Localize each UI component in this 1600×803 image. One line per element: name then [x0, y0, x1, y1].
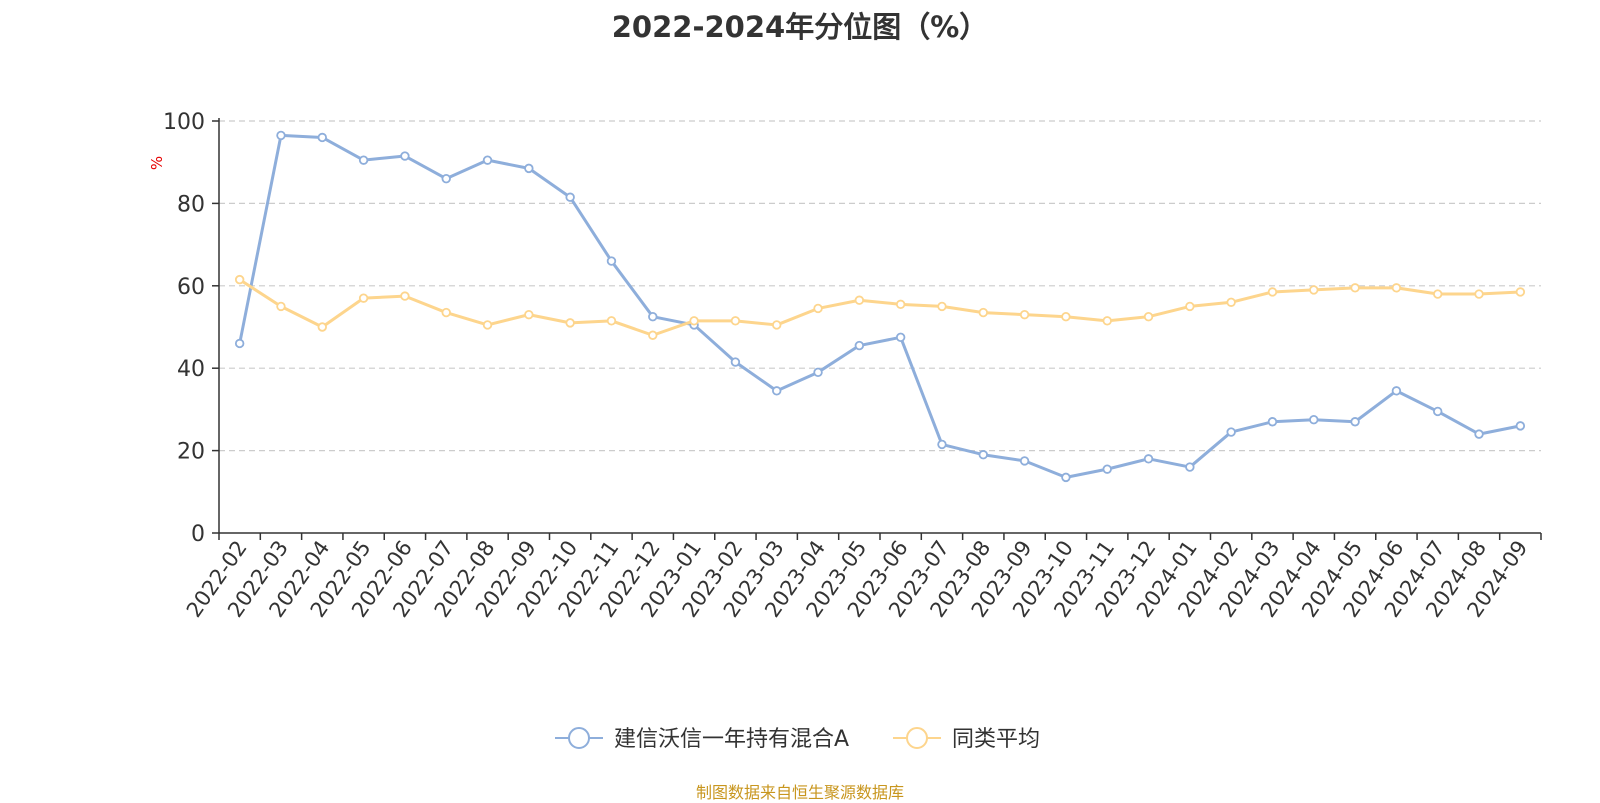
data-point-series-0[interactable]: [1309, 415, 1319, 425]
data-point-series-0[interactable]: [1391, 386, 1402, 396]
data-point-series-0[interactable]: [1185, 462, 1195, 472]
series-line-0: [238, 133, 1521, 479]
data-point-series-1[interactable]: [606, 316, 617, 326]
y-tick-label: 100: [163, 110, 205, 135]
data-point-series-1[interactable]: [358, 293, 369, 303]
data-point-series-0[interactable]: [1267, 417, 1278, 427]
data-point-series-0[interactable]: [1102, 464, 1112, 474]
data-point-series-1[interactable]: [937, 301, 947, 312]
data-point-series-0[interactable]: [482, 155, 493, 165]
data-point-series-1[interactable]: [1226, 297, 1236, 307]
data-point-series-1[interactable]: [400, 291, 410, 301]
data-point-series-1[interactable]: [276, 301, 286, 312]
data-point-series-1[interactable]: [317, 322, 327, 332]
data-point-series-0[interactable]: [1061, 472, 1071, 483]
y-tick-label: 20: [177, 440, 205, 465]
data-point-series-0[interactable]: [730, 357, 741, 367]
data-point-series-0[interactable]: [1350, 417, 1360, 427]
data-point-series-1[interactable]: [813, 303, 823, 314]
legend[interactable]: 建信沃信一年持有混合A 同类平均: [555, 727, 1040, 752]
data-point-series-1[interactable]: [524, 309, 534, 320]
data-point-series-1[interactable]: [978, 307, 988, 318]
y-tick-label: 0: [191, 522, 205, 547]
data-point-series-1[interactable]: [1350, 283, 1360, 293]
y-axis-label: %: [148, 156, 166, 170]
data-point-series-0[interactable]: [565, 192, 575, 202]
data-point-series-0[interactable]: [358, 155, 369, 165]
data-point-series-0[interactable]: [895, 332, 906, 342]
chart-title: 2022-2024年分位图（%）: [611, 10, 989, 44]
data-point-series-1[interactable]: [1185, 301, 1195, 312]
data-point-series-0[interactable]: [772, 386, 782, 396]
y-tick-label: 40: [177, 357, 205, 382]
data-point-series-1[interactable]: [895, 299, 906, 310]
data-point-series-1[interactable]: [1309, 285, 1319, 295]
data-point-series-1[interactable]: [1061, 312, 1071, 322]
data-point-series-1[interactable]: [689, 316, 699, 326]
data-point-series-0[interactable]: [1226, 427, 1236, 437]
axis-layer: 020406080100%2022-022022-032022-042022-0…: [148, 110, 1542, 622]
legend-marker-icon: [906, 727, 928, 749]
data-point-series-1[interactable]: [1019, 309, 1030, 320]
data-point-series-1[interactable]: [234, 274, 245, 285]
legend-item-0[interactable]: 建信沃信一年持有混合A: [555, 727, 849, 752]
series-line-1: [238, 278, 1521, 337]
data-point-series-1[interactable]: [1433, 289, 1443, 299]
data-point-series-0[interactable]: [854, 340, 865, 351]
data-point-series-0[interactable]: [1433, 406, 1443, 417]
data-point-series-0[interactable]: [317, 132, 327, 143]
data-point-series-1[interactable]: [565, 318, 575, 328]
data-point-series-1[interactable]: [441, 307, 451, 318]
data-point-series-1[interactable]: [1102, 316, 1112, 326]
data-point-series-1[interactable]: [1515, 287, 1526, 297]
source-note: 制图数据来自恒生聚源数据库: [695, 783, 904, 802]
data-point-series-0[interactable]: [1019, 456, 1030, 466]
data-point-series-0[interactable]: [937, 439, 947, 450]
data-point-series-0[interactable]: [1474, 429, 1484, 439]
data-point-series-0[interactable]: [276, 130, 286, 141]
data-point-series-1[interactable]: [1267, 287, 1278, 297]
data-point-series-1[interactable]: [854, 295, 865, 305]
data-point-series-0[interactable]: [813, 367, 823, 378]
legend-item-1[interactable]: 同类平均: [893, 727, 1040, 752]
data-point-series-0[interactable]: [648, 312, 658, 322]
grid-layer: [219, 120, 1541, 452]
data-point-series-0[interactable]: [524, 163, 534, 174]
data-point-series-1[interactable]: [482, 320, 493, 330]
series-layer: [234, 130, 1526, 483]
y-tick-label: 80: [177, 192, 205, 217]
data-point-series-1[interactable]: [1474, 289, 1484, 299]
data-point-series-0[interactable]: [1515, 421, 1526, 431]
data-point-series-0[interactable]: [400, 151, 410, 161]
data-point-series-0[interactable]: [234, 338, 245, 349]
data-point-series-1[interactable]: [1391, 283, 1402, 293]
data-point-series-1[interactable]: [730, 316, 741, 326]
legend-label: 建信沃信一年持有混合A: [614, 727, 849, 752]
data-point-series-0[interactable]: [1143, 454, 1154, 464]
data-point-series-0[interactable]: [978, 450, 988, 460]
data-point-series-1[interactable]: [772, 320, 782, 330]
legend-marker-icon: [568, 727, 590, 749]
legend-label: 同类平均: [952, 727, 1040, 752]
data-point-series-0[interactable]: [606, 256, 617, 266]
y-tick-label: 60: [177, 275, 205, 300]
data-point-series-1[interactable]: [1143, 312, 1154, 322]
data-point-series-0[interactable]: [441, 173, 451, 184]
data-point-series-1[interactable]: [648, 330, 658, 340]
